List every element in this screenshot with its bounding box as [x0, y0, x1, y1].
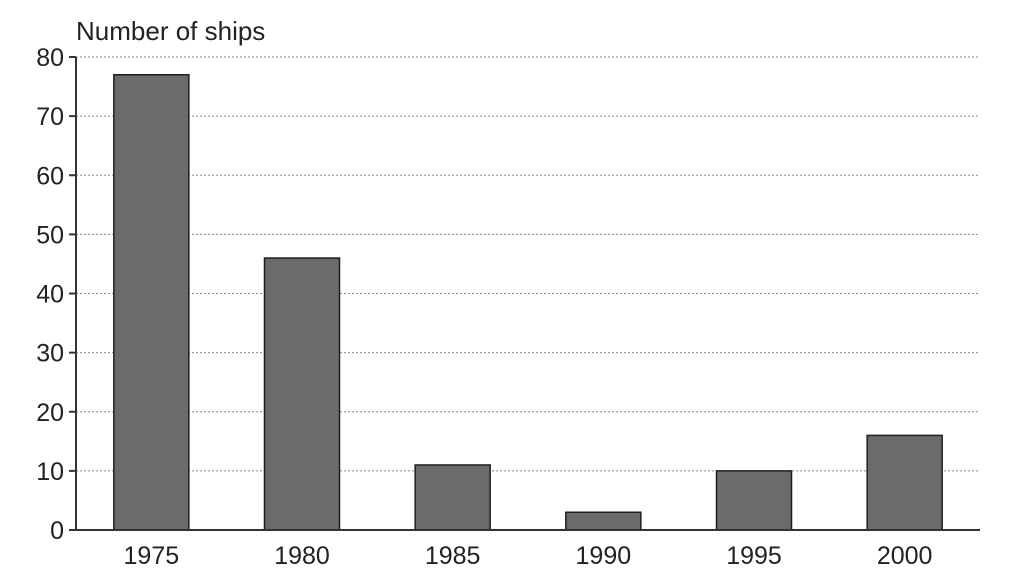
bar-1995	[715, 470, 793, 531]
y-tick-label-30: 30	[36, 340, 64, 368]
y-tick-label-70: 70	[36, 103, 64, 131]
y-tick-label-60: 60	[36, 162, 64, 190]
y-tick-label-40: 40	[36, 281, 64, 309]
gridlines	[76, 56, 980, 472]
bar-1975	[113, 73, 190, 531]
axes	[69, 56, 980, 531]
x-tick-labels: 1975 1980 1985 1990 1995 2000	[124, 542, 933, 570]
y-tick-label-10: 10	[36, 458, 64, 486]
y-tick-label-0: 0	[50, 517, 64, 545]
bars	[113, 73, 943, 531]
y-tick-label-50: 50	[36, 221, 64, 249]
y-axis-label: Number of ships	[76, 16, 265, 46]
bar-1980	[263, 257, 341, 531]
bar-1990	[565, 511, 642, 531]
x-tick-label-1975: 1975	[124, 542, 180, 570]
x-tick-label-1995: 1995	[726, 542, 782, 570]
y-tick-label-80: 80	[36, 44, 64, 72]
bar-1985	[414, 464, 491, 531]
bar-2000	[866, 434, 943, 531]
x-tick-label-1985: 1985	[425, 542, 481, 570]
x-tick-label-2000: 2000	[877, 542, 933, 570]
x-tick-label-1990: 1990	[576, 542, 632, 570]
y-tick-labels: 0 10 20 30 40 50 60 70 80	[36, 44, 64, 545]
y-tick-label-20: 20	[36, 399, 64, 427]
x-tick-label-1980: 1980	[274, 542, 330, 570]
